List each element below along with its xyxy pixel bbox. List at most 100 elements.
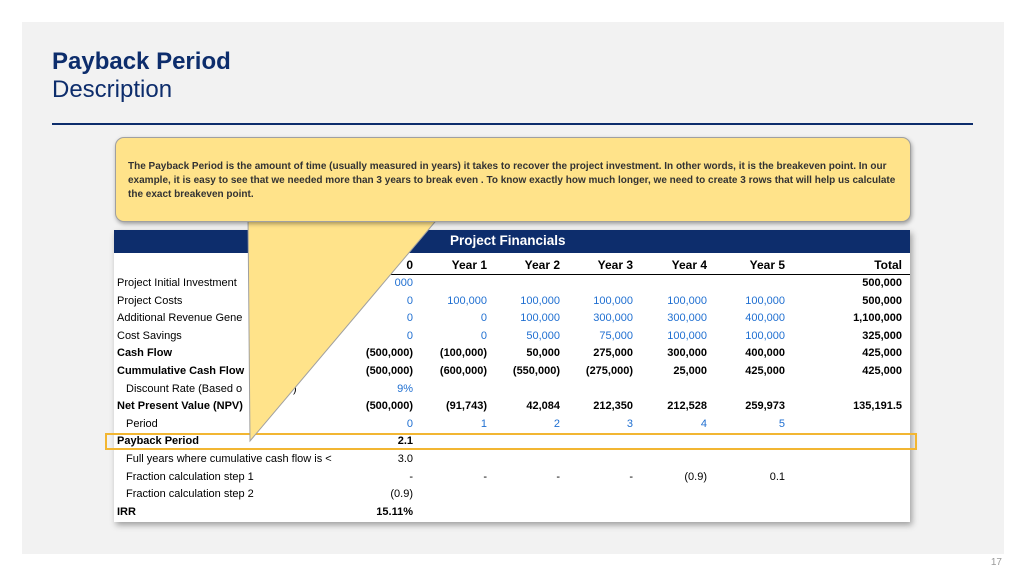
cell-year-0: 0 — [406, 417, 413, 430]
table-header-bar: Project Financials — [114, 230, 910, 253]
row-label: Period — [126, 417, 158, 430]
cell-year-5: 400,000 — [745, 347, 785, 360]
table-row: Cost Savings 0 0 50,000 75,000 100,000 1… — [114, 328, 910, 346]
slide-subtitle: Description — [52, 76, 173, 103]
cell-year-5: 100,000 — [745, 329, 785, 342]
cell-year-0: (500,000) — [365, 400, 413, 413]
table-row: Project Initial Investment 000 500,000 — [114, 275, 910, 293]
table-row: Fraction calculation step 2 (0.9) — [114, 486, 910, 504]
cell-year-4: 100,000 — [667, 329, 707, 342]
cell-year-0: 000 — [394, 277, 413, 289]
column-header-year-3: Year 3 — [597, 258, 633, 272]
row-label: Cummulative Cash Flow — [117, 365, 245, 377]
cell-year-0: (500,000) — [365, 347, 413, 360]
cell-year-5: 259,973 — [745, 400, 785, 413]
cell-year-4: 100,000 — [667, 294, 707, 307]
table-row: Cash Flow (500,000) (100,000) 50,000 275… — [114, 345, 910, 363]
column-header-year-4: Year 4 — [671, 258, 707, 272]
payback-row-highlight — [105, 433, 917, 450]
cell-year-3: - — [629, 470, 633, 483]
cell-year-1: 0 — [480, 312, 487, 325]
project-financials-table: Project Financials 0 Year 1 Year 2 Year … — [114, 230, 910, 522]
table-row: Discount Rate (Based o ) 9% — [114, 381, 910, 399]
cell-year-2: (550,000) — [512, 365, 560, 377]
cell-year-4: 300,000 — [667, 347, 707, 360]
cell-total: 425,000 — [862, 365, 902, 377]
cell-year-2: 100,000 — [520, 294, 560, 307]
table-row: Cummulative Cash Flow (500,000) (600,000… — [114, 363, 910, 381]
cell-total: 500,000 — [862, 277, 902, 289]
cell-year-5: 0.1 — [769, 470, 785, 483]
table-title: Project Financials — [450, 233, 566, 248]
callout-text: The Payback Period is the amount of time… — [128, 161, 896, 200]
row-label: Net Present Value (NPV) — [117, 400, 243, 413]
cell-year-4: 300,000 — [667, 312, 707, 325]
row-label: Project Costs — [117, 294, 183, 307]
cell-total: 135,191.5 — [853, 400, 902, 413]
cell-total: 500,000 — [862, 294, 902, 307]
page-number: 17 — [990, 557, 1002, 568]
column-header-row: 0 Year 1 Year 2 Year 3 Year 4 Year 5 Tot… — [114, 257, 910, 275]
table-row: IRR 15.11% — [114, 504, 910, 522]
cell-year-4: (0.9) — [684, 470, 707, 483]
row-label: Additional Revenue Gene — [117, 312, 243, 325]
cell-year-5: 100,000 — [745, 294, 785, 307]
cell-year-0: (0.9) — [390, 488, 413, 501]
cell-year-1: - — [483, 470, 487, 483]
cell-year-3: (275,000) — [585, 365, 633, 377]
cell-year-2: 2 — [553, 417, 560, 430]
cell-year-2: 50,000 — [526, 329, 560, 342]
row-label: Fraction calculation step 2 — [126, 488, 254, 501]
column-header-year-0: 0 — [406, 258, 413, 272]
cell-year-3: 100,000 — [593, 294, 633, 307]
callout-seam — [249, 212, 439, 220]
row-label: Cost Savings — [117, 329, 182, 342]
title-divider — [52, 123, 973, 125]
row-label-tail: ) — [293, 382, 297, 395]
cell-year-0: 0 — [406, 312, 413, 325]
column-header-year-2: Year 2 — [524, 258, 560, 272]
cell-year-1: 1 — [480, 417, 487, 430]
cell-total: 425,000 — [862, 347, 902, 360]
cell-year-1: (91,743) — [446, 400, 487, 413]
cell-year-3: 275,000 — [593, 347, 633, 360]
cell-year-2: 50,000 — [526, 347, 560, 360]
callout-box: The Payback Period is the amount of time… — [115, 137, 911, 222]
cell-year-1: (100,000) — [439, 347, 487, 360]
cell-year-0: (500,000) — [365, 365, 413, 377]
cell-total: 1,100,000 — [853, 312, 902, 325]
table-row: Net Present Value (NPV) (500,000) (91,74… — [114, 398, 910, 416]
row-label: Full years where cumulative cash flow is… — [126, 453, 332, 465]
cell-year-0: 15.11% — [376, 505, 413, 518]
cell-year-3: 212,350 — [593, 400, 633, 413]
column-header-total: Total — [874, 258, 902, 272]
cell-year-1: 100,000 — [447, 294, 487, 307]
cell-year-0: 0 — [406, 294, 413, 307]
row-label: Fraction calculation step 1 — [126, 470, 254, 483]
row-label: Project Initial Investment — [117, 277, 237, 289]
cell-year-4: 212,528 — [667, 400, 707, 413]
cell-year-0: 3.0 — [397, 453, 413, 465]
table-row: Full years where cumulative cash flow is… — [114, 451, 910, 469]
cell-year-0: 9% — [397, 382, 413, 395]
header-underline — [364, 274, 910, 275]
cell-year-4: 25,000 — [673, 365, 707, 377]
cell-year-3: 75,000 — [599, 329, 633, 342]
cell-year-3: 300,000 — [593, 312, 633, 325]
table-row: Additional Revenue Gene 0 0 100,000 300,… — [114, 310, 910, 328]
cell-year-3: 3 — [626, 417, 633, 430]
row-label: Cash Flow — [117, 347, 173, 360]
cell-year-2: - — [556, 470, 560, 483]
cell-year-2: 42,084 — [526, 400, 560, 413]
table-row: Period 0 1 2 3 4 5 — [114, 416, 910, 434]
cell-year-5: 5 — [778, 417, 785, 430]
cell-year-0: - — [409, 470, 413, 483]
row-label: Payback Period — [117, 435, 199, 448]
cell-year-1: 0 — [480, 329, 487, 342]
cell-year-4: 4 — [700, 417, 707, 430]
cell-year-5: 425,000 — [745, 365, 785, 377]
column-header-year-5: Year 5 — [749, 258, 785, 272]
row-label: IRR — [117, 505, 136, 518]
cell-year-1: (600,000) — [439, 365, 487, 377]
cell-year-5: 400,000 — [745, 312, 785, 325]
